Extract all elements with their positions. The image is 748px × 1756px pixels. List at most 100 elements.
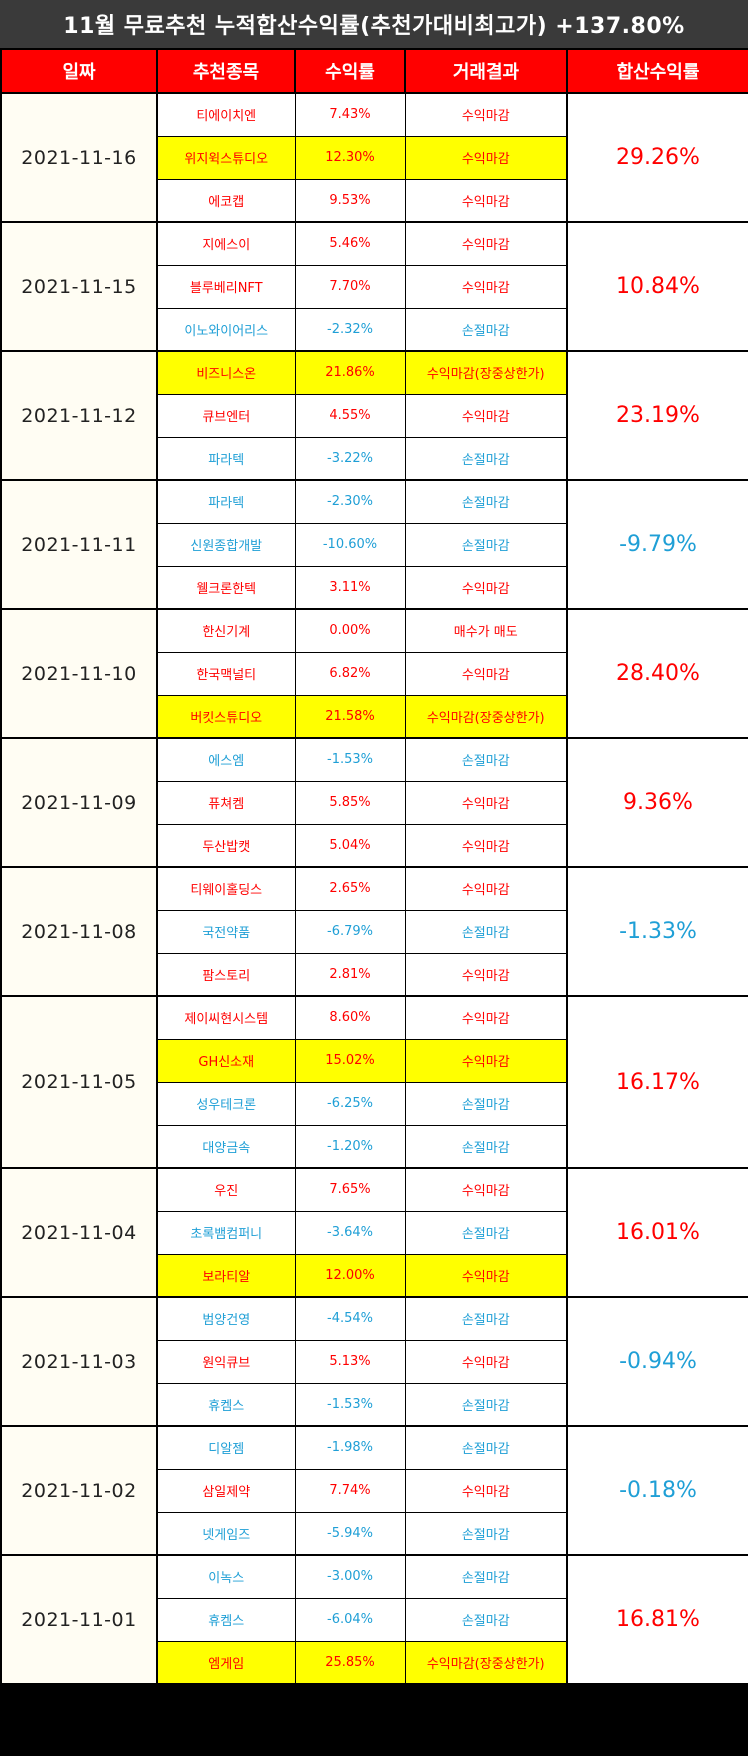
stock-name-cell: 큐브엔터 <box>156 393 296 438</box>
table-row: 이노와이어리스 -2.32% 손절마감 <box>1 307 748 352</box>
result-cell: 수익마감 <box>404 393 568 438</box>
table-row: 두산밥캣 5.04% 수익마감 <box>1 823 748 868</box>
stock-name-cell: 에스엠 <box>156 737 296 782</box>
stock-name-cell: 지에스이 <box>156 221 296 266</box>
table-body: 2021-11-16 티에이치엔 7.43% 수익마감 29.26% 위지윅스튜디오 12.… <box>0 92 748 1685</box>
rate-cell: -5.94% <box>294 1511 406 1556</box>
header-stock: 추천종목 <box>156 48 296 94</box>
result-cell: 손절마감 <box>404 1296 568 1341</box>
result-cell: 손절마감 <box>404 436 568 481</box>
stock-name-cell: 한신기계 <box>156 608 296 653</box>
header-result: 거래결과 <box>404 48 568 94</box>
rate-cell: -1.53% <box>294 737 406 782</box>
stock-name-cell: 범양건영 <box>156 1296 296 1341</box>
result-cell: 수익마감 <box>404 1468 568 1513</box>
date-cell: 2021-11-05 <box>0 995 158 1169</box>
result-cell: 손절마감 <box>404 909 568 954</box>
table-row: 2021-11-12 비즈니스온 21.86% 수익마감(장중상한가) 23.19% <box>0 350 748 481</box>
header-total: 합산수익률 <box>566 48 748 94</box>
rate-cell: 5.13% <box>294 1339 406 1384</box>
stock-name-cell: 비즈니스온 <box>156 350 296 395</box>
total-return-cell: -1.33% <box>566 866 748 997</box>
date-cell: 2021-11-09 <box>0 737 158 868</box>
table-row: 2021-11-03 범양건영 -4.54% 손절마감 -0.94% <box>0 1296 748 1427</box>
rate-cell: -1.20% <box>294 1124 406 1169</box>
stock-name-cell: 웰크론한텍 <box>156 565 296 610</box>
rate-cell: -4.54% <box>294 1296 406 1341</box>
stock-name-cell: 블루베리NFT <box>156 264 296 309</box>
stock-name-cell: 한국맥널티 <box>156 651 296 696</box>
result-cell: 수익마감 <box>404 92 568 137</box>
stock-name-cell: 이노와이어리스 <box>156 307 296 352</box>
rate-cell: 5.85% <box>294 780 406 825</box>
total-return-cell: 16.81% <box>566 1554 748 1685</box>
result-cell: 손절마감 <box>404 479 568 524</box>
stock-name-cell: 우진 <box>156 1167 296 1212</box>
date-cell: 2021-11-04 <box>0 1167 158 1298</box>
table-row: 원익큐브 5.13% 수익마감 <box>1 1339 748 1384</box>
header-date: 일짜 <box>0 48 158 94</box>
result-cell: 수익마감 <box>404 780 568 825</box>
table-row: 넷게임즈 -5.94% 손절마감 <box>1 1511 748 1556</box>
result-cell: 수익마감 <box>404 264 568 309</box>
header-rate: 수익률 <box>294 48 406 94</box>
table-row: 큐브엔터 4.55% 수익마감 <box>1 393 748 438</box>
returns-table: 일짜 추천종목 수익률 거래결과 합산수익률 2021-11-16 티에이치엔 7.… <box>0 48 748 1685</box>
result-cell: 손절마감 <box>404 522 568 567</box>
result-cell: 수익마감 <box>404 1253 568 1298</box>
result-cell: 수익마감 <box>404 1038 568 1083</box>
date-cell: 2021-11-12 <box>0 350 158 481</box>
stock-name-cell: 휴켐스 <box>156 1382 296 1427</box>
stock-name-cell: 티웨이홀딩스 <box>156 866 296 911</box>
date-cell: 2021-11-03 <box>0 1296 158 1427</box>
rate-cell: 0.00% <box>294 608 406 653</box>
rate-cell: 2.81% <box>294 952 406 997</box>
rate-cell: 6.82% <box>294 651 406 696</box>
rate-cell: -1.98% <box>294 1425 406 1470</box>
rate-cell: 7.70% <box>294 264 406 309</box>
table-row: 한국맥널티 6.82% 수익마감 <box>1 651 748 696</box>
table-row: 블루베리NFT 7.70% 수익마감 <box>1 264 748 309</box>
rate-cell: 7.65% <box>294 1167 406 1212</box>
rate-cell: -3.00% <box>294 1554 406 1599</box>
result-cell: 수익마감 <box>404 178 568 223</box>
rate-cell: 21.58% <box>294 694 406 739</box>
stock-name-cell: 디알젬 <box>156 1425 296 1470</box>
result-cell: 수익마감 <box>404 651 568 696</box>
result-cell: 수익마감(장중상한가) <box>404 350 568 395</box>
rate-cell: -2.30% <box>294 479 406 524</box>
rate-cell: -6.79% <box>294 909 406 954</box>
stock-name-cell: 티에이치엔 <box>156 92 296 137</box>
result-cell: 손절마감 <box>404 1382 568 1427</box>
stock-name-cell: 초록뱀컴퍼니 <box>156 1210 296 1255</box>
total-return-cell: 16.01% <box>566 1167 748 1298</box>
total-return-cell: 23.19% <box>566 350 748 481</box>
table-row: 에코캡 9.53% 수익마감 <box>1 178 748 223</box>
stock-name-cell: 버킷스튜디오 <box>156 694 296 739</box>
result-cell: 수익마감 <box>404 952 568 997</box>
rate-cell: -10.60% <box>294 522 406 567</box>
rate-cell: 9.53% <box>294 178 406 223</box>
table-row: 웰크론한텍 3.11% 수익마감 <box>1 565 748 610</box>
page-title: 11월 무료추천 누적합산수익률(추천가대비최고가) +137.80% <box>0 0 748 48</box>
stock-name-cell: 대양금속 <box>156 1124 296 1169</box>
stock-name-cell: 성우테크론 <box>156 1081 296 1126</box>
date-cell: 2021-11-11 <box>0 479 158 610</box>
result-cell: 수익마감 <box>404 1339 568 1384</box>
table-row: 신원종합개발 -10.60% 손절마감 <box>1 522 748 567</box>
rate-cell: 4.55% <box>294 393 406 438</box>
result-cell: 손절마감 <box>404 1081 568 1126</box>
rate-cell: 7.43% <box>294 92 406 137</box>
rate-cell: 25.85% <box>294 1640 406 1685</box>
result-cell: 손절마감 <box>404 1511 568 1556</box>
result-cell: 손절마감 <box>404 1124 568 1169</box>
result-cell: 손절마감 <box>404 307 568 352</box>
stock-name-cell: 삼일제약 <box>156 1468 296 1513</box>
stock-name-cell: 두산밥캣 <box>156 823 296 868</box>
stock-name-cell: 휴켐스 <box>156 1597 296 1642</box>
rate-cell: 12.30% <box>294 135 406 180</box>
table-row: 2021-11-10 한신기계 0.00% 매수가 매도 28.40% <box>0 608 748 739</box>
date-cell: 2021-11-10 <box>0 608 158 739</box>
result-cell: 손절마감 <box>404 1597 568 1642</box>
